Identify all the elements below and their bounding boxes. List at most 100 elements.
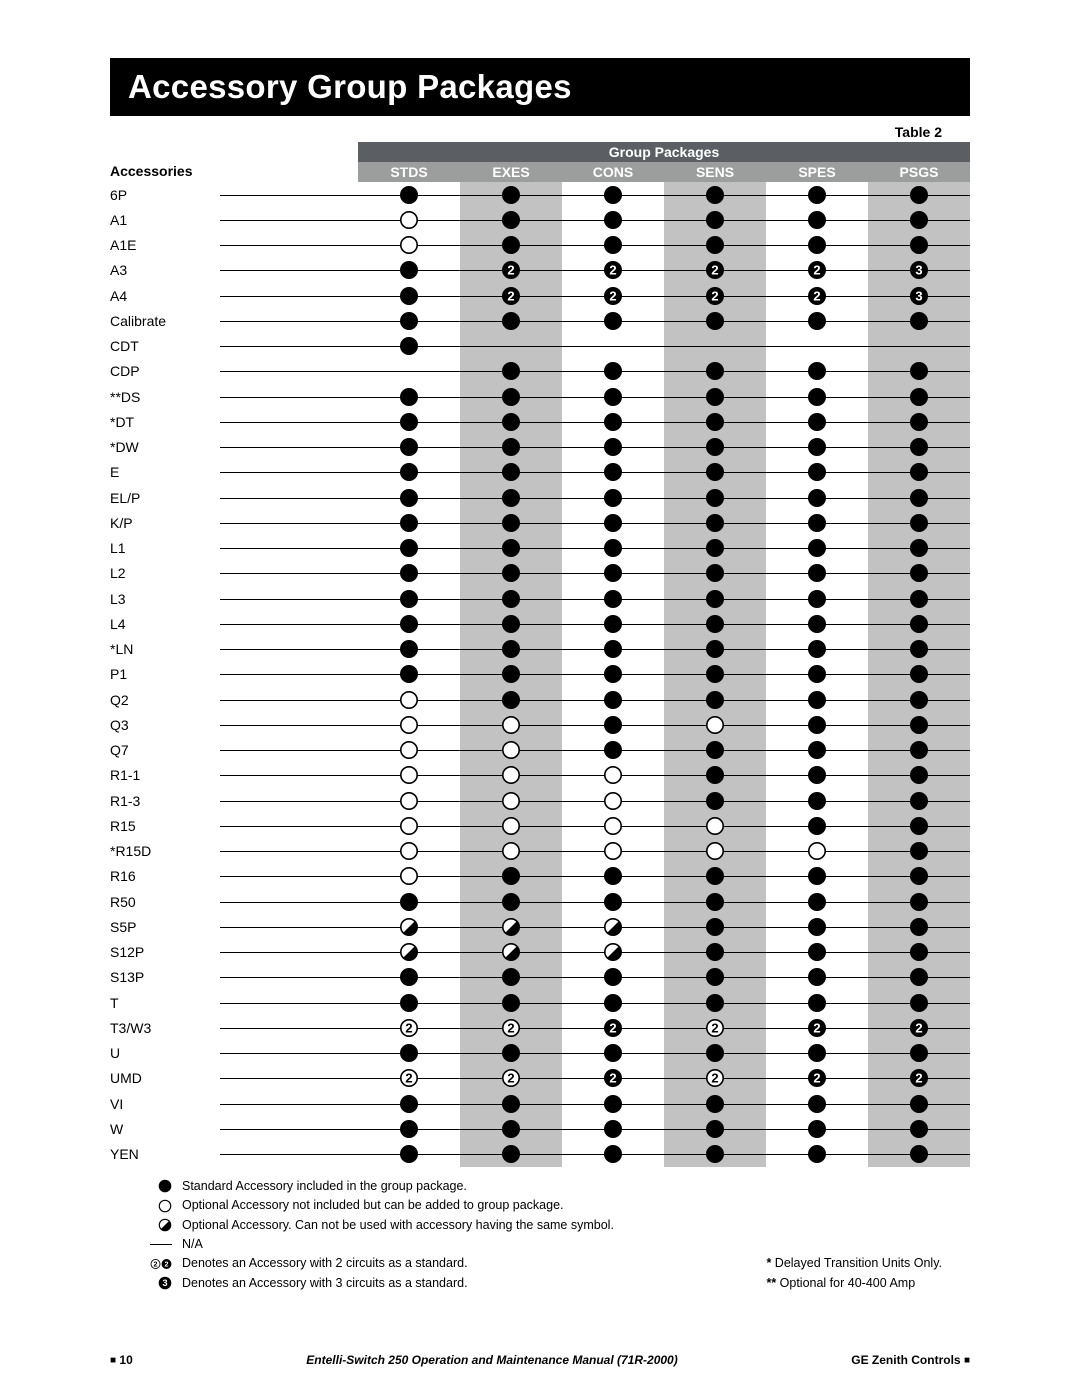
cell [766,614,868,634]
cell [358,1068,460,1088]
cell [562,664,664,684]
cell [664,185,766,205]
table-row: UMD [110,1066,970,1091]
row-label: A1E [110,237,220,253]
cell [460,462,562,482]
cell [868,462,970,482]
cell [868,791,970,811]
legend-row: N/A [150,1235,970,1254]
row-label: Q3 [110,717,220,733]
row-label: L3 [110,591,220,607]
column-header: CONS [562,162,664,182]
table-row: S12P [110,940,970,965]
cell [562,538,664,558]
cell [562,740,664,760]
cell [562,260,664,280]
table-row: E [110,460,970,485]
legend-text: Denotes an Accessory with 2 circuits as … [182,1254,468,1273]
cell [664,690,766,710]
cell [868,336,970,356]
cell [562,892,664,912]
row-label: A3 [110,262,220,278]
cell [766,715,868,735]
cell [766,336,868,356]
table-row: L4 [110,611,970,636]
legend-notes: * Delayed Transition Units Only.** Optio… [766,1254,942,1293]
cell [766,841,868,861]
row-label: Calibrate [110,313,220,329]
cell [766,513,868,533]
row-label: *DW [110,439,220,455]
cell [868,942,970,962]
page-footer: ■ 10 Entelli-Switch 250 Operation and Ma… [110,1353,970,1367]
page: Accessory Group Packages Table 2 Accesso… [0,0,1080,1397]
cell [358,690,460,710]
table-row: 6P [110,182,970,207]
cell [460,841,562,861]
table-label: Table 2 [110,124,970,140]
row-label: R16 [110,868,220,884]
cell [358,664,460,684]
cell [766,639,868,659]
cell [664,614,766,634]
cell [358,942,460,962]
cell [358,210,460,230]
table-row: *DT [110,409,970,434]
cell [664,1094,766,1114]
cell [868,387,970,407]
cell [562,361,664,381]
cell [868,311,970,331]
cell [460,235,562,255]
legend-symbol [150,1218,182,1232]
cell [562,1043,664,1063]
cell [460,1068,562,1088]
table-row: A1 [110,207,970,232]
cell [358,185,460,205]
cell [358,361,460,381]
cell [358,589,460,609]
cell [358,1094,460,1114]
cell [358,538,460,558]
legend-text: Denotes an Accessory with 3 circuits as … [182,1274,468,1293]
cell [460,967,562,987]
cell [460,816,562,836]
cell [766,311,868,331]
cell [562,185,664,205]
legend-row: Optional Accessory. Can not be used with… [150,1216,970,1235]
cell [868,866,970,886]
cell [358,563,460,583]
cell [664,286,766,306]
cell [766,387,868,407]
cell [766,488,868,508]
row-label: YEN [110,1146,220,1162]
cell [664,841,766,861]
cell [766,462,868,482]
row-label: W [110,1121,220,1137]
row-label: R1-3 [110,793,220,809]
cell [562,412,664,432]
row-label: R1-1 [110,767,220,783]
cell [868,286,970,306]
cell [562,967,664,987]
page-number: ■ 10 [110,1353,133,1367]
legend-text: N/A [182,1235,203,1254]
cell [562,437,664,457]
cell [868,538,970,558]
cell [562,462,664,482]
cell [562,614,664,634]
cell [358,437,460,457]
cell [460,690,562,710]
cell [664,1043,766,1063]
cell [460,361,562,381]
row-label: E [110,464,220,480]
cell [562,589,664,609]
legend-row: Optional Accessory not included but can … [150,1196,970,1215]
table-row: **DS [110,384,970,409]
cell [766,235,868,255]
table-row: A1E [110,233,970,258]
cell [460,538,562,558]
cell [358,866,460,886]
cell [868,690,970,710]
row-label: L2 [110,565,220,581]
cell [562,286,664,306]
